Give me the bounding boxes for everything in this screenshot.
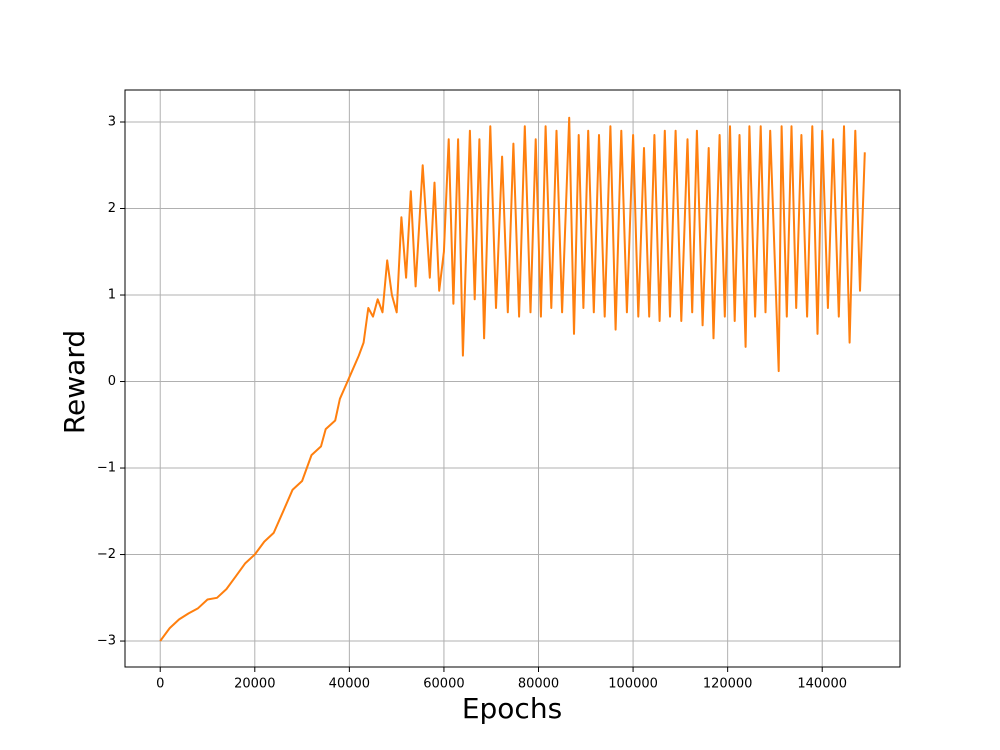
- y-tick-label: 2: [108, 201, 116, 216]
- x-tick-label: 40000: [329, 677, 370, 692]
- x-tick-label: 140000: [797, 677, 847, 692]
- x-tick-label: 20000: [234, 677, 275, 692]
- y-tick-label: 3: [108, 115, 116, 130]
- y-tick-label: −1: [97, 461, 116, 476]
- x-tick-label: 80000: [518, 677, 559, 692]
- plot-frame: [124, 89, 901, 668]
- x-tick-label: 100000: [608, 677, 658, 692]
- y-tick-label: 1: [108, 288, 116, 303]
- x-tick-label: 0: [156, 677, 164, 692]
- y-tick-label: −3: [97, 634, 116, 649]
- x-axis-label: Epochs: [462, 692, 562, 725]
- y-axis-label: Reward: [58, 330, 91, 434]
- y-tick-label: 0: [108, 374, 116, 389]
- data-line: [159, 116, 866, 642]
- x-tick-label: 60000: [423, 677, 464, 692]
- y-tick-label: −2: [97, 547, 116, 562]
- x-tick-label: 120000: [703, 677, 753, 692]
